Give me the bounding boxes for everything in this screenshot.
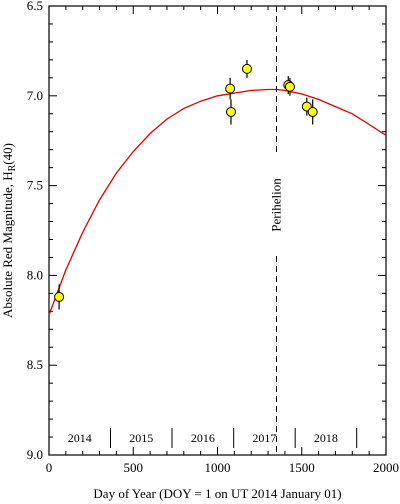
year-label: 2015	[129, 431, 153, 445]
x-tick-label: 500	[124, 460, 144, 475]
y-tick-label: 8.0	[27, 267, 43, 282]
year-label: 2014	[68, 431, 92, 445]
x-axis-label: Day of Year (DOY = 1 on UT 2014 January …	[93, 486, 341, 501]
y-axis-label-main: Absolute Red Magnitude, H	[0, 171, 15, 318]
fit-curve	[48, 88, 387, 316]
data-point	[241, 63, 252, 74]
y-axis-label-sub: R	[7, 164, 18, 171]
y-tick-label: 6.5	[27, 0, 43, 13]
year-label: 2017	[252, 431, 276, 445]
plot-frame	[48, 5, 387, 456]
data-point	[54, 291, 65, 302]
x-tick-label: 2000	[373, 460, 399, 475]
x-tick-label: 1000	[205, 460, 231, 475]
perihelion-label-bg	[268, 155, 285, 255]
y-axis-label-tail: (40)	[0, 143, 15, 165]
year-label: 2018	[314, 431, 338, 445]
plot-area: 6.5 7.0 7.5 8.0 8.5 9.00 500 1000 1500 2000 Perihe…	[27, 0, 399, 475]
x-tick-label: 0	[46, 460, 53, 475]
y-axis-label: Absolute Red Magnitude, HR(40)	[0, 143, 18, 318]
data-point	[225, 106, 236, 117]
perihelion-label: Perihelion	[268, 178, 283, 232]
y-tick-label: 8.5	[27, 357, 43, 372]
y-tick-label: 7.0	[27, 88, 43, 103]
data-point	[284, 81, 295, 92]
y-tick-label: 7.5	[27, 178, 43, 193]
year-label: 2016	[191, 431, 215, 445]
data-point	[307, 106, 318, 117]
y-tick-label: 9.0	[27, 447, 43, 462]
data-point	[225, 83, 236, 94]
x-tick-label: 1500	[289, 460, 315, 475]
